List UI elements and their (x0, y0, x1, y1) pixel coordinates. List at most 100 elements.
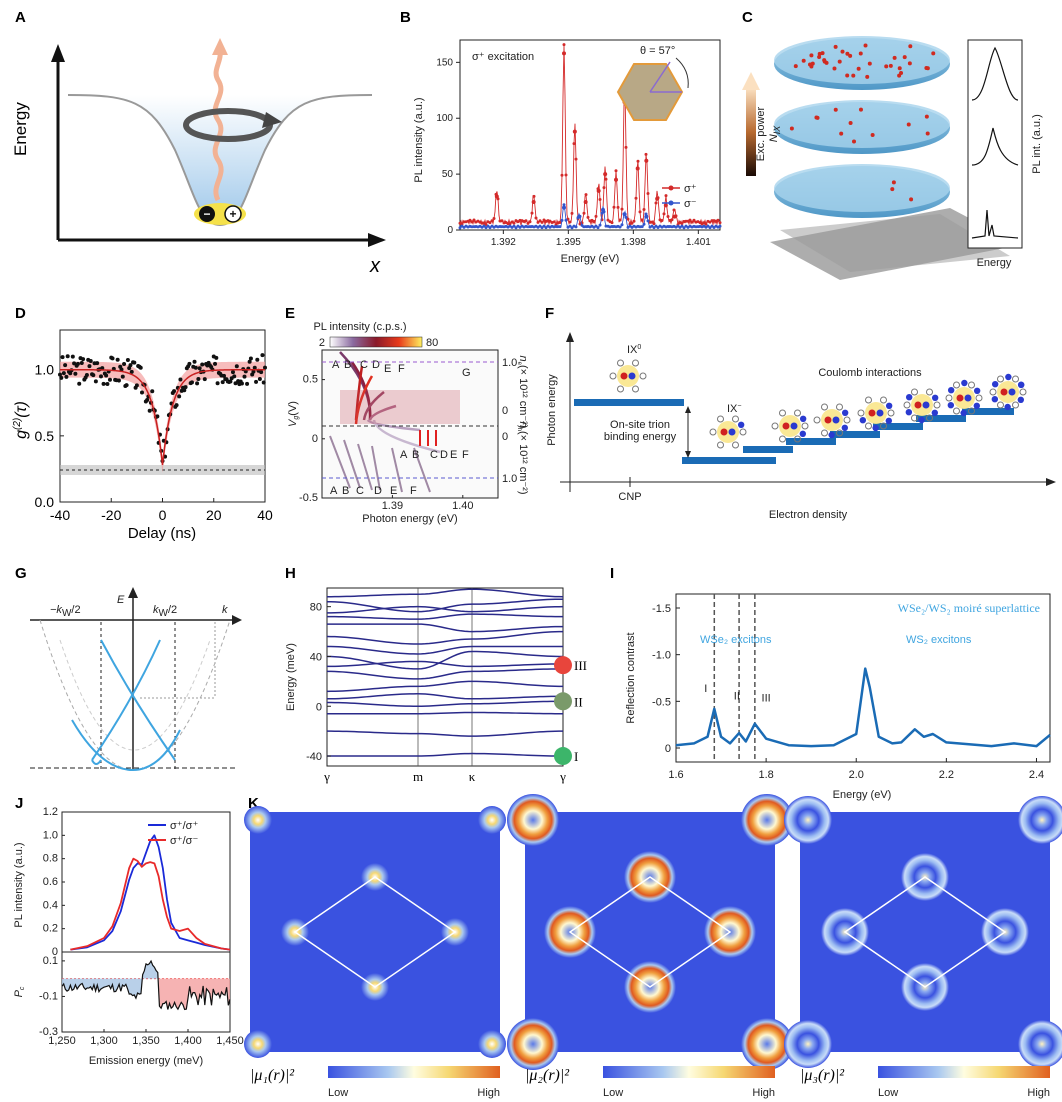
e-right-label-top: ne(× 10¹² cm⁻²) (516, 355, 529, 428)
d-data-point (183, 385, 188, 390)
d-data-point (174, 403, 179, 408)
b-point (688, 218, 692, 222)
g-band-2 (100, 639, 176, 761)
e-colorbar (329, 336, 423, 348)
b-point (574, 157, 578, 161)
k-maps: |μ₁(r)|² Low High |μ₂(r)|² Low High |μ₃(r)|² Lo… (244, 794, 1062, 1099)
d-data-point (140, 390, 144, 395)
d-xtick-label: -20 (101, 507, 121, 523)
f-extra-electron (841, 409, 849, 417)
b-point (562, 203, 566, 207)
f-lattice-site (997, 375, 1004, 383)
j-pc-neg-fill (158, 978, 230, 1010)
d-data-point (155, 414, 160, 419)
k-high-label: High (477, 1087, 500, 1099)
panel-label-g: G (15, 565, 27, 582)
d-data-point (234, 364, 239, 369)
d-data-point (178, 377, 183, 382)
b-theta-label: θ = 57° (640, 45, 675, 57)
j-pc-ytick-label: -0.3 (39, 1026, 58, 1038)
f-lattice-site (771, 422, 779, 430)
e-heatmap-features: A B C D E F GA B C D E FA B C D E F (329, 351, 471, 497)
i-peak-label: III (762, 692, 771, 704)
f-exciton-halo (717, 421, 739, 443)
c-exciton-dot (906, 122, 911, 127)
k-map-1: |μ₁(r)|² Low High (244, 806, 506, 1099)
f-extra-electron (961, 379, 968, 387)
c-exciton-dot (789, 126, 794, 131)
c-exciton-dot (845, 73, 850, 78)
f-lattice-site (1019, 388, 1027, 396)
i-ws2-label: WS₂ excitons (906, 634, 972, 646)
k-intensity-spot (741, 794, 793, 846)
k-map-label: |μ₂(r)|² (525, 1067, 570, 1084)
b-point (570, 211, 574, 215)
k-unit-cell (568, 876, 732, 988)
j-ylabel-bot: Pc (13, 986, 26, 997)
b-point (716, 218, 720, 222)
d-data-point (93, 379, 98, 384)
h-xtick-label: m (413, 769, 423, 784)
c-power-label: Exc. power (755, 106, 767, 161)
j-ytick-label: 0.4 (43, 899, 58, 911)
e-xlabel: Photon energy (eV) (362, 513, 457, 525)
d-data-point (122, 361, 127, 366)
a-electron-sign: − (203, 207, 210, 221)
b-ytick-label: 100 (436, 113, 453, 124)
h-ytick-label: 0 (316, 701, 322, 713)
e-emission-line (350, 361, 372, 421)
k-map-label: |μ₃(r)|² (800, 1067, 845, 1084)
b-xlabel: Energy (eV) (561, 253, 620, 265)
c-exciton-dot (840, 49, 845, 54)
f-extra-electron (960, 409, 967, 417)
b-peak-point (601, 207, 605, 212)
e-ytick-label: 0.5 (303, 374, 318, 386)
k-map-2: |μ₂(r)|² Low High (507, 794, 793, 1099)
d-data-point (73, 371, 78, 376)
b-point (594, 214, 598, 218)
f-lattice-site (739, 428, 747, 436)
h-band (326, 588, 564, 598)
g-kneg-label: −kW/2 (50, 604, 81, 619)
b-excitation-label: σ⁺ excitation (472, 51, 534, 63)
b-point (568, 220, 572, 224)
f-exciton-halo (779, 415, 801, 437)
f-hole (1000, 388, 1008, 396)
c-exciton-dot (839, 131, 844, 136)
e-colorbar-title: PL intensity (c.p.s.) (313, 321, 406, 333)
e-upper-peak-label: F (398, 363, 405, 375)
d-plot-frame (59, 329, 266, 503)
f-hole (782, 422, 790, 430)
b-point (552, 220, 556, 224)
f-ixm-label: IX− (727, 403, 742, 415)
f-step-5 (962, 408, 1014, 415)
e-upper-peak-label: D (372, 359, 380, 371)
f-lattice-site (953, 381, 960, 389)
d-fit-band (60, 361, 265, 473)
c-exciton-dot (814, 115, 819, 120)
h-ytick-label: 80 (310, 602, 322, 614)
h-xtick-label: γ (559, 769, 566, 784)
j-legend-1: σ⁺/σ⁺ (170, 820, 198, 832)
d-data-point (128, 363, 133, 368)
e-mid-peak-label: E (450, 449, 457, 461)
panel-label-a: A (15, 9, 26, 26)
b-point (572, 142, 576, 146)
j-xtick-label: 1,350 (132, 1035, 160, 1047)
h-marker-2 (554, 692, 572, 711)
b-point (620, 207, 624, 211)
h-plot-frame (326, 587, 564, 767)
c-exciton-dot (907, 61, 912, 66)
b-point (612, 205, 616, 209)
panel-k: |μ₁(r)|² Low High |μ₂(r)|² Low High |μ₃(r)|² Lo… (244, 794, 1062, 1099)
d-data-point (254, 379, 259, 384)
c-exciton-dot (925, 66, 930, 71)
f-extra-electron (947, 401, 955, 409)
j-xtick-label: 1,250 (48, 1035, 76, 1047)
e-colorbar-min: 2 (319, 337, 325, 349)
c-exciton-dot (848, 121, 853, 126)
f-xlabel: Electron density (769, 509, 848, 521)
e-emission-line (366, 419, 421, 432)
b-ytick-label: 150 (436, 57, 453, 68)
b-point (692, 218, 696, 222)
